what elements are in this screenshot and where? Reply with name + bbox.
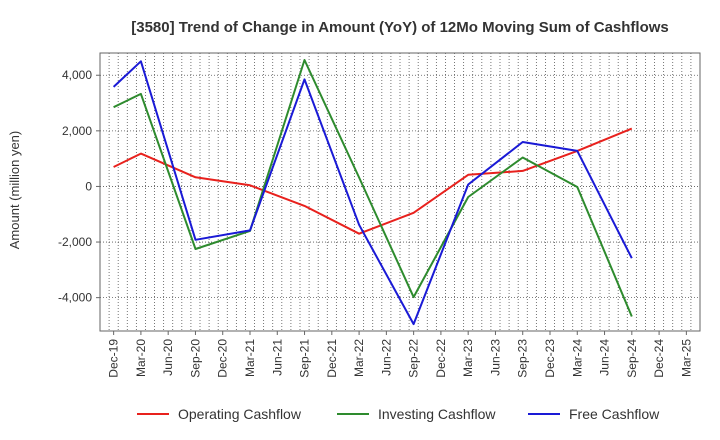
- y-axis-label: Amount (million yen): [7, 131, 22, 250]
- x-tick-label: Mar-22: [352, 339, 366, 377]
- legend-label: Free Cashflow: [569, 406, 660, 422]
- chart-title: [3580] Trend of Change in Amount (YoY) o…: [131, 19, 669, 36]
- x-tick-label: Dec-24: [652, 339, 666, 378]
- series-lines: [112, 59, 633, 326]
- x-tick-label: Mar-20: [134, 339, 148, 377]
- plot-frame: [99, 52, 701, 332]
- legend-label: Investing Cashflow: [378, 406, 496, 422]
- series-line-0: [113, 127, 633, 235]
- x-tick-label: Dec-23: [543, 339, 557, 378]
- legend: Operating Cashflow Investing Cashflow Free…: [137, 406, 660, 422]
- x-axis-ticks: Dec-19 Mar-20 Jun-20 Sep-20 Dec-20 Mar-21 Jun-…: [107, 331, 693, 378]
- y-tick-label: -2,000: [58, 235, 92, 249]
- x-tick-label: Dec-19: [107, 339, 121, 378]
- x-tick-label: Sep-24: [625, 339, 639, 378]
- x-tick-label: Mar-24: [570, 339, 584, 377]
- x-tick-label: Sep-21: [298, 339, 312, 378]
- series-line-2: [112, 60, 633, 326]
- y-axis-ticks: -4,000 -2,000 0 2,000 4,000: [58, 68, 100, 305]
- y-tick-label: 0: [85, 179, 92, 193]
- x-tick-label: Jun-22: [379, 339, 393, 376]
- y-tick-label: 2,000: [62, 124, 92, 138]
- x-tick-label: Jun-24: [598, 339, 612, 376]
- x-tick-label: Mar-21: [243, 339, 257, 377]
- x-tick-label: Dec-22: [434, 339, 448, 378]
- x-tick-label: Sep-22: [407, 339, 421, 378]
- x-tick-label: Jun-23: [488, 339, 502, 376]
- series-line-1: [113, 59, 633, 317]
- x-tick-label: Sep-23: [516, 339, 530, 378]
- x-tick-label: Dec-21: [325, 339, 339, 378]
- x-tick-label: Mar-23: [461, 339, 475, 377]
- x-tick-label: Jun-20: [161, 339, 175, 376]
- x-tick-label: Jun-21: [270, 339, 284, 376]
- y-tick-label: 4,000: [62, 68, 92, 82]
- x-tick-label: Mar-25: [679, 339, 693, 377]
- y-tick-label: -4,000: [58, 291, 92, 305]
- legend-label: Operating Cashflow: [178, 406, 302, 422]
- grid-lines: [100, 53, 700, 331]
- x-tick-label: Sep-20: [188, 339, 202, 378]
- x-tick-label: Dec-20: [216, 339, 230, 378]
